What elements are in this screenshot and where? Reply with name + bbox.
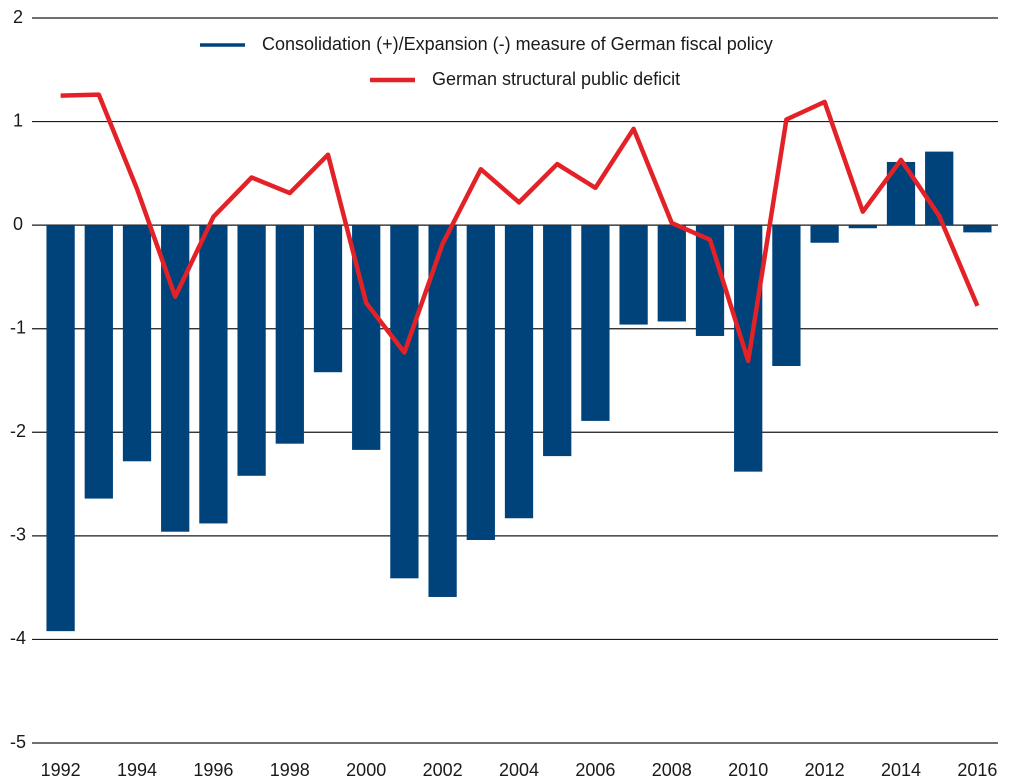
x-tick-label: 1992 bbox=[41, 760, 81, 780]
y-tick-label: 0 bbox=[13, 214, 23, 234]
bar bbox=[428, 225, 457, 597]
x-tick-label: 2000 bbox=[346, 760, 386, 780]
bar bbox=[848, 225, 877, 229]
bar bbox=[963, 225, 992, 233]
y-tick-label: -4 bbox=[10, 628, 26, 648]
line bbox=[60, 92, 980, 364]
bar bbox=[122, 225, 152, 462]
bar bbox=[772, 225, 801, 366]
bar bbox=[810, 225, 839, 243]
bar bbox=[619, 225, 648, 325]
bar bbox=[581, 225, 610, 421]
x-tick-label: 2016 bbox=[957, 760, 997, 780]
bar bbox=[275, 225, 304, 444]
bar bbox=[237, 225, 266, 476]
x-tick-label: 2002 bbox=[423, 760, 463, 780]
bar bbox=[657, 225, 686, 322]
bar bbox=[84, 225, 113, 499]
x-tick-label: 2006 bbox=[575, 760, 615, 780]
y-tick-label: 1 bbox=[13, 110, 23, 130]
x-tick-label: 1994 bbox=[117, 760, 157, 780]
y-tick-label: 2 bbox=[13, 7, 23, 27]
bar bbox=[313, 225, 343, 373]
y-tick-label: -3 bbox=[10, 525, 26, 545]
x-tick-label: 2004 bbox=[499, 760, 539, 780]
legend-label: German structural public deficit bbox=[432, 69, 680, 89]
y-tick-label: -1 bbox=[10, 317, 26, 337]
bar bbox=[466, 225, 495, 540]
bar bbox=[46, 225, 75, 632]
bar bbox=[504, 225, 534, 519]
x-tick-label: 2014 bbox=[881, 760, 921, 780]
y-tick-label: -2 bbox=[10, 421, 26, 441]
x-tick-label: 2012 bbox=[805, 760, 845, 780]
bar bbox=[390, 225, 419, 579]
y-tick-label: -5 bbox=[10, 732, 26, 752]
x-tick-label: 2010 bbox=[728, 760, 768, 780]
x-tick-label: 2008 bbox=[652, 760, 692, 780]
x-tick-label: 1998 bbox=[270, 760, 310, 780]
bar bbox=[543, 225, 572, 457]
legend-label: Consolidation (+)/Expansion (-) measure … bbox=[262, 34, 773, 54]
x-tick-label: 1996 bbox=[193, 760, 233, 780]
bar bbox=[199, 225, 228, 524]
